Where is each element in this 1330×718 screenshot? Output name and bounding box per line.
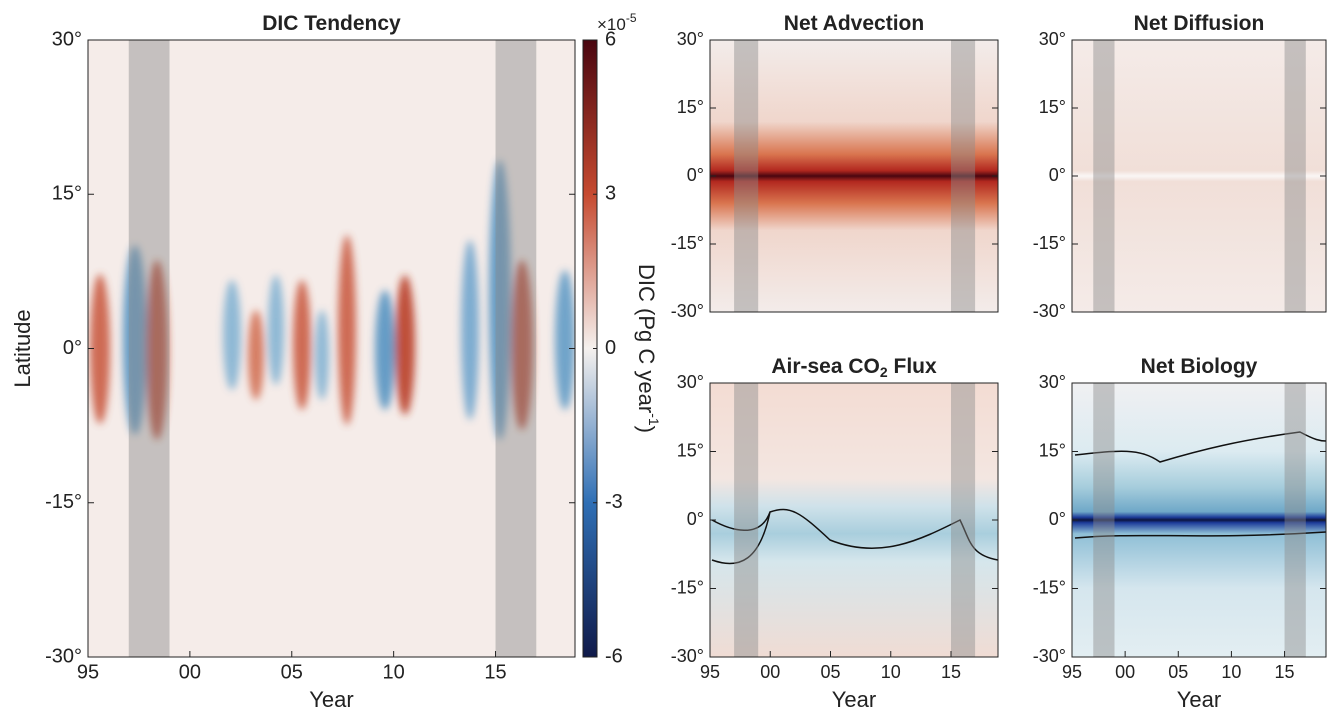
text-part: DIC (Pg C year — [634, 264, 659, 413]
chart-title: Net Advection — [784, 12, 924, 35]
y-tick-label: -30° — [1033, 301, 1066, 321]
shaded-period — [1093, 383, 1115, 657]
colorbar-label: DIC (Pg C year-1) — [634, 264, 662, 433]
y-tick-label: 0° — [1049, 165, 1066, 185]
text-part: Net Biology — [1141, 355, 1258, 378]
y-tick-label: 15° — [1039, 440, 1066, 460]
colorbar: -6 -3 0 3 6×10-5 DIC (Pg C year-1) — [582, 11, 662, 667]
x-tick-label: 05 — [820, 662, 840, 682]
shaded-period — [734, 383, 759, 657]
y-tick-label: 30° — [677, 29, 704, 49]
x-tick-label: 15 — [484, 661, 506, 683]
y-tick-label: 0° — [687, 165, 704, 185]
heatmap-field — [710, 40, 998, 312]
shaded-period — [951, 383, 976, 657]
text-part: Flux — [888, 355, 937, 378]
y-tick-label: 15° — [52, 183, 82, 205]
colorbar-tick-label: 0 — [605, 337, 616, 359]
shaded-period — [951, 40, 976, 312]
y-tick-label: 30° — [677, 372, 704, 392]
text-part: 2 — [880, 364, 888, 380]
y-tick-label: 15° — [677, 97, 704, 117]
text-part: ) — [634, 426, 659, 433]
heatmap-field — [88, 40, 575, 657]
x-tick-label: 00 — [179, 661, 201, 683]
x-tick-label: 95 — [700, 662, 720, 682]
shaded-period — [1284, 383, 1306, 657]
text-part: Net Diffusion — [1134, 12, 1265, 35]
text-part: -5 — [626, 11, 637, 25]
x-tick-label: 10 — [881, 662, 901, 682]
y-tick-label: -15° — [671, 233, 704, 253]
x-axis-label: Year — [1177, 687, 1221, 712]
y-tick-label: -30° — [671, 646, 704, 666]
colorbar-tick-label: -3 — [605, 491, 623, 513]
y-tick-label: -30° — [45, 645, 82, 667]
y-tick-label: 15° — [677, 440, 704, 460]
x-tick-label: 10 — [1221, 662, 1241, 682]
y-tick-label: -30° — [671, 301, 704, 321]
x-tick-label: 05 — [281, 661, 303, 683]
x-tick-label: 15 — [1275, 662, 1295, 682]
x-tick-label: 00 — [760, 662, 780, 682]
chart-title: DIC Tendency — [262, 12, 401, 35]
heatmap-field — [710, 383, 998, 657]
x-axis-label: Year — [309, 687, 353, 712]
chart-title: Air-sea CO2 Flux — [771, 355, 937, 380]
y-tick-label: 30° — [1039, 29, 1066, 49]
chart-title: Net Diffusion — [1134, 12, 1265, 35]
chart-title: Net Biology — [1141, 355, 1258, 378]
x-tick-label: 95 — [1062, 662, 1082, 682]
x-tick-label: 05 — [1168, 662, 1188, 682]
y-tick-label: 30° — [52, 28, 82, 50]
y-tick-label: 15° — [1039, 97, 1066, 117]
text-part: -1 — [646, 413, 662, 426]
text-part: ×10 — [597, 15, 626, 34]
x-tick-label: 00 — [1115, 662, 1135, 682]
x-tick-label: 10 — [383, 661, 405, 683]
text-part: Net Advection — [784, 12, 924, 35]
y-tick-label: -15° — [45, 491, 82, 513]
colorbar-tick-label: 6 — [605, 28, 616, 50]
y-tick-label: 0° — [687, 509, 704, 529]
colorbar-tick-label: -6 — [605, 645, 623, 667]
y-tick-label: 0° — [1049, 509, 1066, 529]
colorbar-tick-label: 3 — [605, 183, 616, 205]
x-tick-label: 95 — [77, 661, 99, 683]
shaded-period — [1284, 40, 1306, 312]
y-tick-label: -15° — [671, 577, 704, 597]
shaded-period — [734, 40, 759, 312]
colorbar-multiplier: ×10-5 — [597, 11, 637, 34]
x-tick-label: 15 — [941, 662, 961, 682]
y-tick-label: 0° — [63, 337, 82, 359]
heatmap-field — [1072, 383, 1326, 657]
shaded-period — [128, 40, 170, 657]
y-axis-label: Latitude — [10, 309, 35, 387]
text-part: DIC Tendency — [262, 12, 401, 35]
shaded-period — [495, 40, 537, 657]
y-tick-label: -15° — [1033, 577, 1066, 597]
text-part: Air-sea CO — [771, 355, 880, 378]
y-tick-label: 30° — [1039, 372, 1066, 392]
x-axis-label: Year — [832, 687, 876, 712]
y-tick-label: -30° — [1033, 646, 1066, 666]
y-tick-label: -15° — [1033, 233, 1066, 253]
heatmap-field — [1072, 40, 1326, 312]
shaded-period — [1093, 40, 1115, 312]
